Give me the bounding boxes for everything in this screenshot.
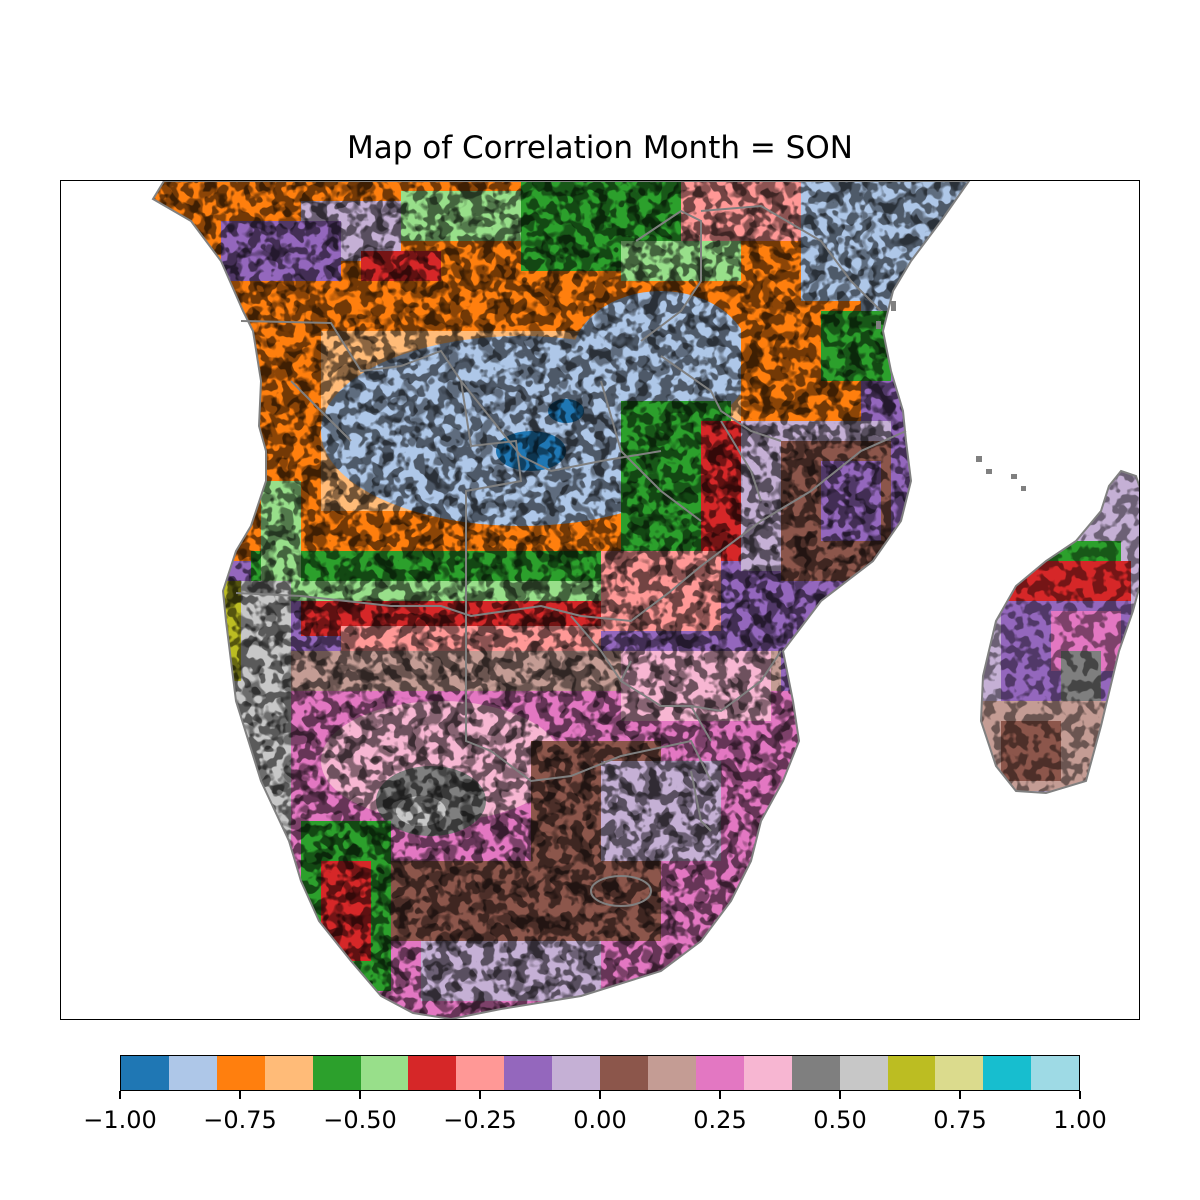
colorbar-tick-label: 0.50 <box>813 1106 867 1134</box>
colorbar-segment <box>168 1056 217 1090</box>
coastline-and-borders <box>151 181 1139 1019</box>
colorbar-segment <box>360 1056 409 1090</box>
colorbar-tick-label: −0.75 <box>203 1106 277 1134</box>
colorbar-segment <box>600 1056 648 1090</box>
colorbar-segment <box>264 1056 313 1090</box>
colorbar-tick-label: −0.25 <box>443 1106 517 1134</box>
colorbar-tick-mark <box>719 1091 721 1099</box>
colorbar-tick-label: 0.00 <box>573 1106 627 1134</box>
colorbar-tick-mark <box>959 1091 961 1099</box>
colorbar-segment <box>552 1056 601 1090</box>
correlation-map <box>151 181 1139 1019</box>
colorbar-segment <box>121 1056 169 1090</box>
colorbar-segment <box>839 1056 888 1090</box>
colorbar-tick-label: 1.00 <box>1053 1106 1107 1134</box>
colorbar-segment <box>887 1056 936 1090</box>
colorbar-segment <box>983 1056 1032 1090</box>
map-panel <box>60 180 1140 1020</box>
colorbar-tick-mark <box>359 1091 361 1099</box>
colorbar-tick-mark <box>599 1091 601 1099</box>
colorbar-segment <box>695 1056 744 1090</box>
colorbar-tick-mark <box>479 1091 481 1099</box>
colorbar-tick-mark <box>839 1091 841 1099</box>
map-title: Map of Correlation Month = SON <box>347 130 853 166</box>
colorbar-segment <box>647 1056 696 1090</box>
colorbar <box>120 1055 1080 1091</box>
colorbar-segment <box>504 1056 553 1090</box>
colorbar-tick-label: −0.50 <box>323 1106 397 1134</box>
offshore-islands <box>876 301 1026 491</box>
colorbar-segment <box>935 1056 984 1090</box>
colorbar-segment <box>743 1056 792 1090</box>
colorbar-segment <box>408 1056 457 1090</box>
colorbar-tick-mark <box>119 1091 121 1099</box>
colorbar-segment <box>216 1056 265 1090</box>
colorbar-segment <box>1031 1056 1080 1090</box>
colorbar-tick-mark <box>1079 1091 1081 1099</box>
colorbar-tick-mark <box>239 1091 241 1099</box>
colorbar-segment <box>791 1056 840 1090</box>
madagascar-correlation-fill <box>981 471 1139 793</box>
colorbar-segment <box>312 1056 361 1090</box>
colorbar-tick-label: −1.00 <box>83 1106 157 1134</box>
mainland-correlation-fill <box>153 181 969 1019</box>
colorbar-segment <box>456 1056 505 1090</box>
colorbar-tick-label: 0.25 <box>693 1106 747 1134</box>
colorbar-tick-label: 0.75 <box>933 1106 987 1134</box>
